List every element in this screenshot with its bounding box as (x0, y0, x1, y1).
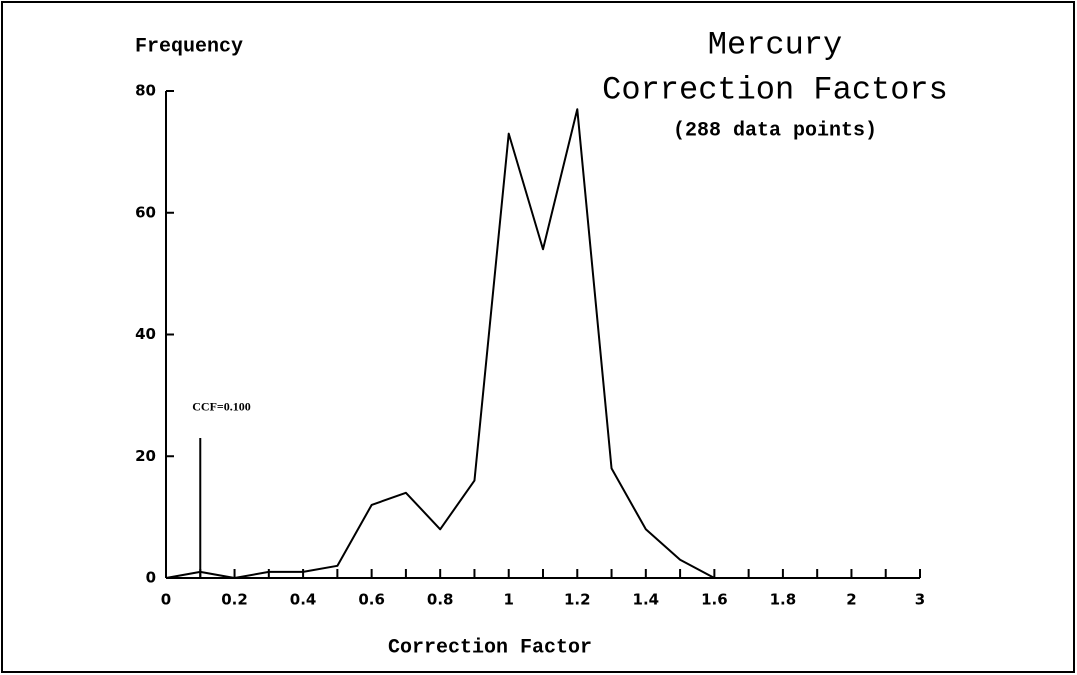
y-tick-label: 60 (135, 203, 156, 221)
x-tick-label: 1.8 (770, 591, 797, 609)
x-tick-label: 3 (915, 591, 925, 609)
x-tick-label: 0 (161, 591, 171, 609)
chart-subtitle: (288 data points) (673, 119, 877, 142)
annotation-label: CCF=0.100 (192, 400, 251, 414)
x-tick-label: 0.2 (221, 591, 248, 609)
line (165, 108, 715, 579)
x-tick-label: 1.2 (564, 591, 591, 609)
y-tick-label: 40 (135, 325, 156, 343)
x-tick-label: 0.4 (290, 591, 317, 609)
y-tick-label: 20 (135, 447, 156, 465)
x-tick-label: 0.8 (427, 591, 454, 609)
x-tick-label: 1.6 (701, 591, 728, 609)
x-tick-label: 1 (504, 591, 514, 609)
y-tick-label: 0 (146, 569, 156, 587)
x-tick-label: 2 (846, 591, 856, 609)
x-axis-label: Correction Factor (388, 636, 592, 659)
chart-title-line-1: Mercury (708, 26, 842, 63)
x-tick-label: 1.4 (633, 591, 660, 609)
y-axis-label: Frequency (135, 35, 243, 58)
chart-title-line-2: Correction Factors (602, 71, 948, 108)
x-tick-label: 0.6 (358, 591, 385, 609)
y-tick-label: 80 (135, 82, 156, 100)
